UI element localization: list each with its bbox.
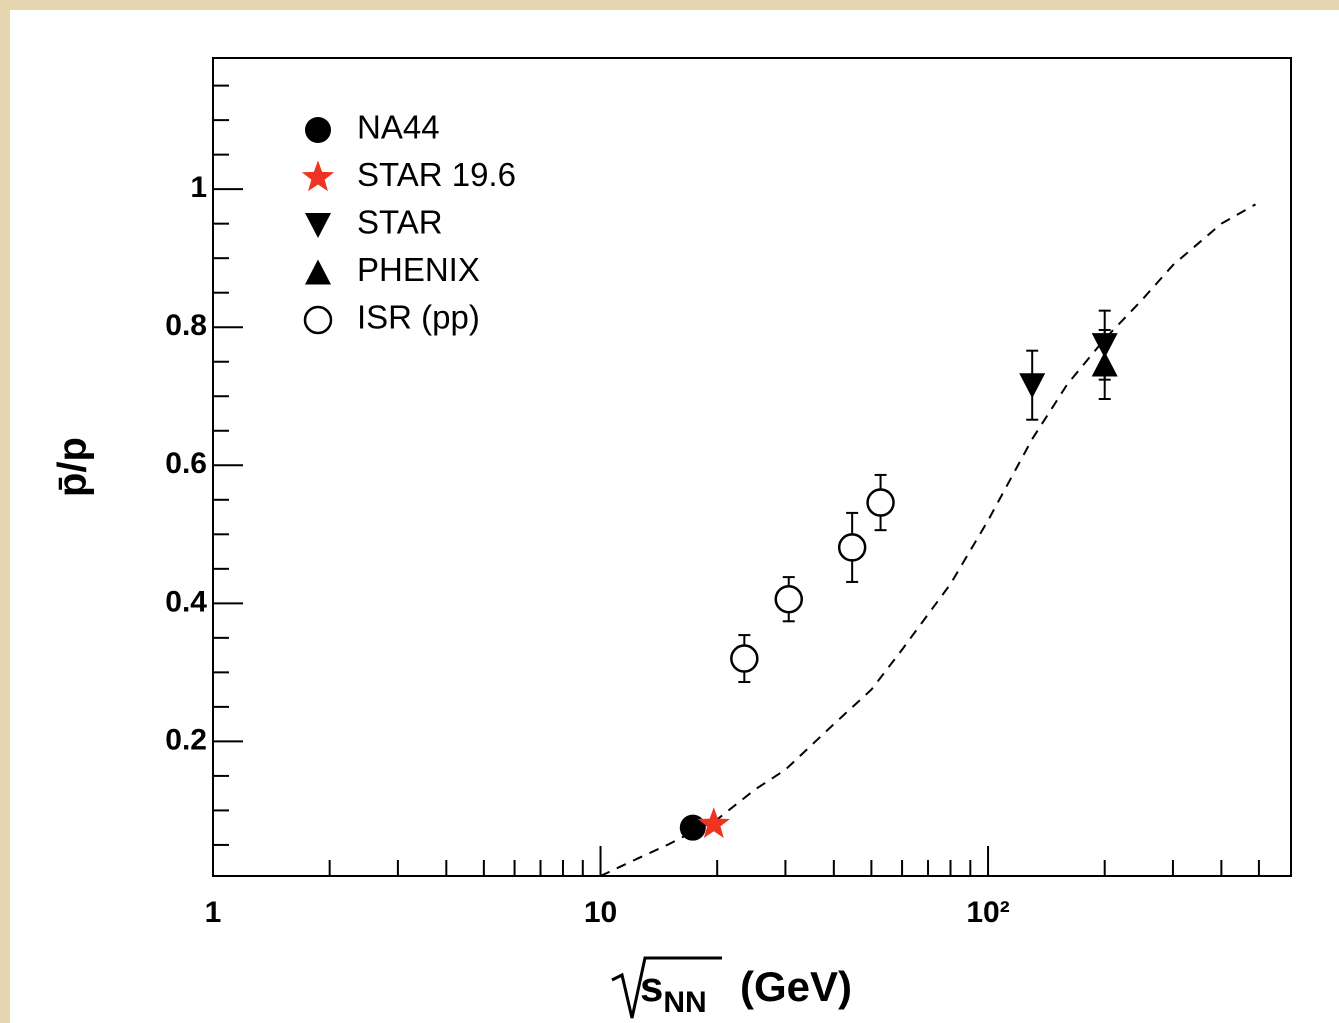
legend-label: PHENIX — [357, 251, 480, 288]
y-tick-label: 0.4 — [165, 585, 207, 618]
panel — [10, 10, 1339, 1023]
x-axis-label: sNN (GeV) — [611, 956, 852, 1019]
data-point — [1019, 373, 1046, 399]
data-point — [837, 533, 867, 562]
sqrt-sign — [611, 956, 722, 1019]
y-axis-label: p̄/p — [51, 437, 95, 497]
legend-marker — [305, 259, 331, 285]
x-label-sub: NN — [663, 986, 706, 1019]
legend-label: STAR — [357, 204, 443, 241]
model-curve — [600, 203, 1257, 877]
legend-marker — [305, 213, 331, 238]
legend-marker — [301, 160, 335, 192]
legend-label: NA44 — [357, 109, 440, 146]
legend-label: STAR 19.6 — [357, 156, 516, 193]
x-axis-label-text: sNN (GeV) — [640, 963, 852, 1019]
x-label-root: s — [640, 963, 663, 1010]
data-point — [866, 488, 895, 517]
legend-marker — [305, 117, 331, 143]
x-tick-label: 1 — [205, 896, 222, 929]
y-tick-label: 0.6 — [165, 447, 207, 480]
y-tick-label: 0.2 — [165, 723, 207, 756]
data-point — [730, 644, 759, 673]
data-point — [697, 807, 730, 838]
x-tick-label: 10 — [584, 896, 617, 929]
y-tick-label: 1 — [190, 171, 207, 204]
data-point — [774, 584, 804, 614]
y-tick-label: 0.8 — [165, 309, 207, 342]
x-tick-label: 10² — [966, 896, 1009, 929]
data-point — [1091, 351, 1118, 377]
legend-marker — [303, 305, 333, 335]
data-point — [679, 814, 706, 841]
legend-label: ISR (pp) — [357, 299, 480, 336]
plot-frame — [212, 57, 1292, 877]
x-label-unit: (GeV) — [740, 963, 852, 1010]
